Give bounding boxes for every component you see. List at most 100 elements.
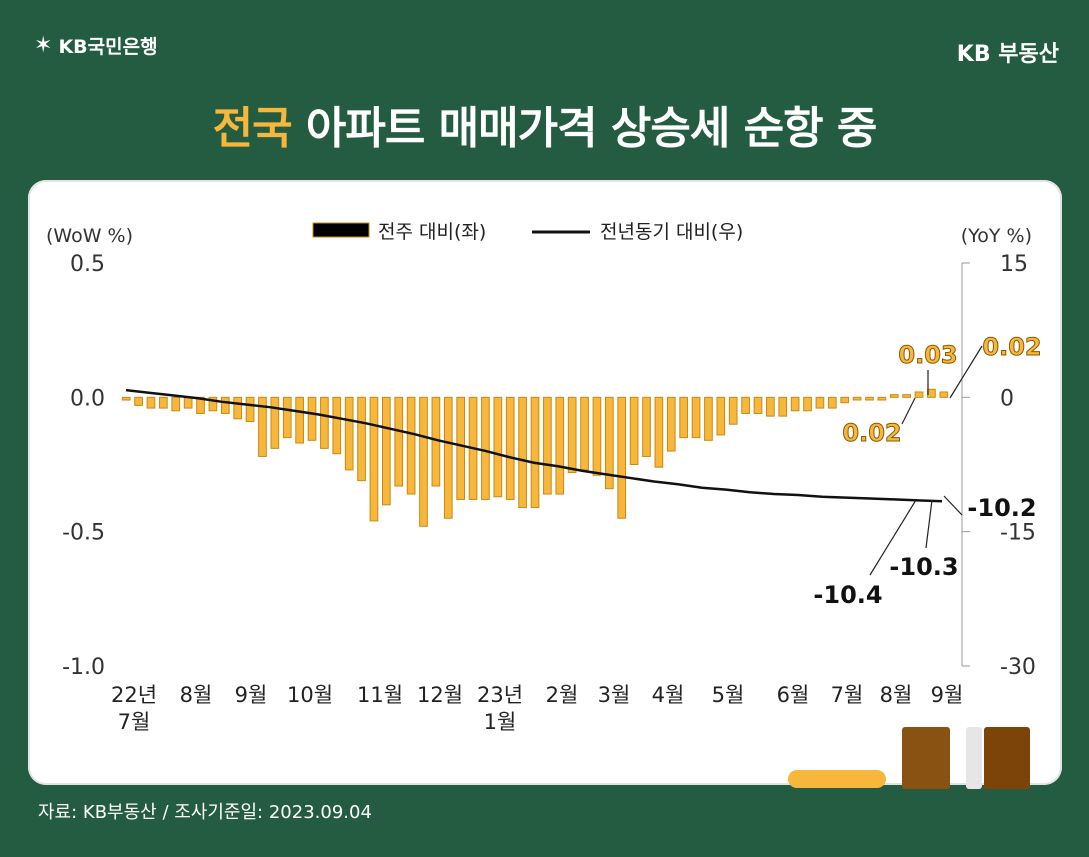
decor-yellow-bar [788,770,886,788]
bar [704,396,713,441]
bar [580,396,589,471]
bar [344,396,354,471]
x-tick-label: 2월 [546,683,579,707]
x-tick-label: 8월 [880,683,913,707]
left-tick-label: -1.0 [62,655,105,680]
kb-star-icon: ✶ [34,33,53,58]
bar [642,396,651,457]
bar [790,396,800,412]
bar [877,396,887,401]
x-tick-label: 7월 [831,683,864,707]
bar [543,396,552,495]
source-footer: 자료: KB부동산 / 조사기준일: 2023.09.04 [38,802,372,823]
title-highlight: 전국 [212,103,293,154]
x-tick-label: 11월 [357,683,403,707]
bar [716,396,726,436]
x-tick-label: 22년 [111,683,157,707]
right-tick-label: -30 [1000,655,1036,680]
x-tick-label: 7월 [118,710,151,734]
legend-line-label: 전년동기 대비(우) [600,221,743,243]
bar-annotation-leader [949,345,983,399]
x-tick-label: 9월 [931,683,964,707]
bar [852,396,862,401]
bar-annotation-label: 0.02 [842,419,901,447]
bar [902,394,911,398]
bar [357,396,366,482]
line-annotation-leader [925,499,933,549]
bar [208,396,218,412]
bar [604,396,614,490]
right-tick-label: 0 [1000,386,1014,411]
bar [741,396,750,414]
bar [369,396,379,522]
bar [332,396,342,455]
bar [394,396,404,487]
bar [121,396,131,401]
bar [481,396,490,500]
bar [258,396,267,457]
bar [220,396,230,414]
bar [146,396,156,409]
bar [419,396,428,527]
bar [592,396,602,476]
bar [307,396,317,441]
bar [840,396,850,404]
bar [939,391,949,398]
bar [505,396,515,500]
bar [654,396,664,468]
bar [493,396,503,498]
yoy-line [125,388,943,503]
bar [382,396,391,506]
x-tick-label: 10월 [287,683,333,707]
bank-logo-text: KB국민은행 [58,36,158,58]
line-annotation-label: -10.3 [889,553,958,581]
bar [766,396,775,417]
x-tick-label: 4월 [652,683,685,707]
bar-annotation-label: 0.02 [982,333,1041,361]
bar [196,396,205,414]
bar-annotation-label: 0.03 [898,341,957,369]
bar [456,396,466,500]
x-tick-label: 5월 [712,683,745,707]
brand-right: KB 부동산 [956,42,1059,67]
bar [183,396,193,409]
x-tick-label: 3월 [598,683,631,707]
page-title: 전국 아파트 매매가격 상승세 순항 중 [0,92,1089,156]
legend-bar-label: 전주 대비(좌) [378,221,486,243]
bar [617,396,627,519]
right-axis-label: (YoY %) [961,225,1032,247]
line-annotation-label: -10.2 [967,494,1036,522]
decor-grey-block [966,727,982,789]
bar [753,396,763,414]
bar [270,396,280,449]
bar [865,396,874,401]
left-tick-label: -0.5 [62,521,105,546]
left-tick-label: 0.0 [70,386,105,411]
bar [691,396,701,439]
bar-annotation-leader [901,397,916,425]
bar [282,396,292,439]
bar [555,396,565,495]
left-tick-label: 0.5 [70,252,105,277]
bar [134,396,143,406]
bar [927,388,936,398]
x-tick-label: 1월 [484,710,517,734]
bar [245,396,255,423]
left-axis-label: (WoW %) [46,225,133,247]
line-annotation-leader [869,499,917,576]
bar [629,396,639,466]
bar [159,396,168,409]
bar [815,396,825,409]
bar [728,396,738,425]
x-tick-label: 6월 [777,683,810,707]
title-rest: 아파트 매매가격 상승세 순항 중 [291,103,878,154]
x-tick-label: 12월 [417,683,463,707]
decor-brown-block-2 [984,727,1030,789]
bar [443,396,453,519]
x-tick-label: 8월 [180,683,213,707]
bar [233,396,243,420]
bar [778,396,788,417]
bar [567,396,577,474]
line-annotation-leader [943,495,963,516]
